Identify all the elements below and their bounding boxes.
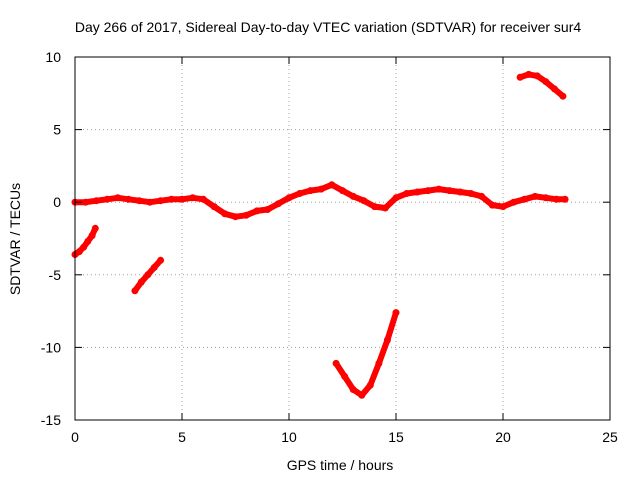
data-point <box>413 188 421 196</box>
data-point <box>92 197 100 205</box>
data-point <box>189 194 197 202</box>
data-point <box>264 206 272 213</box>
y-tick-label: -10 <box>41 339 61 355</box>
data-point <box>167 195 175 203</box>
y-tick-label: -15 <box>41 412 61 428</box>
data-point <box>75 248 83 256</box>
data-point <box>274 200 282 208</box>
y-tick-label: 0 <box>53 194 61 210</box>
x-tick-label: 5 <box>178 429 186 445</box>
data-point <box>150 264 158 271</box>
data-point <box>285 194 293 202</box>
data-point <box>550 85 558 93</box>
chart-title: Day 266 of 2017, Sidereal Day-to-day VTE… <box>75 19 581 35</box>
data-point <box>392 194 400 202</box>
data-point <box>531 192 539 200</box>
x-tick-label: 10 <box>281 429 297 445</box>
data-point <box>516 73 524 81</box>
data-point <box>317 185 325 193</box>
data-point <box>533 72 541 80</box>
data-point <box>131 287 139 295</box>
grid-lines <box>75 57 610 420</box>
plot-frame <box>74 56 611 421</box>
y-tick-label: 5 <box>53 122 61 138</box>
x-tick-label: 20 <box>495 429 511 445</box>
data-point <box>332 359 340 367</box>
data-point <box>135 197 143 205</box>
data-point <box>510 198 518 206</box>
data-point <box>146 198 154 206</box>
data-point <box>144 271 152 279</box>
data-point <box>242 211 250 219</box>
data-point <box>306 187 314 195</box>
data-point <box>520 195 528 203</box>
data-point <box>360 197 368 205</box>
data-point <box>339 187 346 195</box>
x-axis-label: GPS time / hours <box>287 457 394 473</box>
data-point <box>296 190 304 197</box>
series-line <box>517 71 566 100</box>
data-point <box>478 192 486 200</box>
data-point <box>542 194 550 202</box>
data-point <box>157 256 165 264</box>
data-point <box>383 336 391 344</box>
data-point <box>349 386 357 393</box>
data-point <box>561 195 569 203</box>
data-point <box>403 190 411 197</box>
data-point <box>221 210 229 218</box>
data-point <box>525 70 533 78</box>
data-point <box>178 195 186 203</box>
y-tick-label: 10 <box>45 49 61 65</box>
data-point <box>91 224 99 232</box>
data-point <box>80 243 88 251</box>
data-point <box>559 92 567 100</box>
data-point <box>328 181 336 189</box>
data-point <box>199 195 207 203</box>
data-point <box>366 381 374 389</box>
data-point <box>375 359 383 367</box>
data-point <box>157 197 165 205</box>
data-point <box>210 203 218 211</box>
data-point <box>358 391 366 399</box>
y-axis-label: SDTVAR / TECUs <box>7 183 23 295</box>
data-series <box>71 70 569 399</box>
data-point <box>114 194 122 202</box>
data-point <box>456 188 464 196</box>
data-point <box>253 207 261 215</box>
data-point <box>103 195 111 203</box>
y-tick-label: -5 <box>49 267 62 283</box>
data-point <box>125 195 132 203</box>
data-point <box>341 372 349 380</box>
data-point <box>488 201 496 209</box>
data-point <box>232 213 239 221</box>
x-tick-label: 25 <box>602 429 618 445</box>
series-line <box>333 309 399 399</box>
data-point <box>424 187 432 195</box>
data-point <box>371 203 379 211</box>
data-point <box>84 237 92 245</box>
data-point <box>381 204 389 212</box>
data-point <box>137 278 145 286</box>
data-point <box>435 185 443 193</box>
data-point <box>542 78 550 86</box>
data-point <box>349 192 357 200</box>
data-point <box>82 198 90 206</box>
x-tick-label: 15 <box>388 429 404 445</box>
data-point <box>499 203 507 211</box>
data-point <box>446 187 453 195</box>
data-point <box>392 309 400 317</box>
data-point <box>553 195 560 203</box>
data-point <box>88 232 96 240</box>
x-tick-label: 0 <box>71 429 79 445</box>
axes-ticks: 0 5 10 15 20 25 -15 -10 -5 0 5 10 <box>41 49 618 445</box>
data-point <box>467 190 475 197</box>
